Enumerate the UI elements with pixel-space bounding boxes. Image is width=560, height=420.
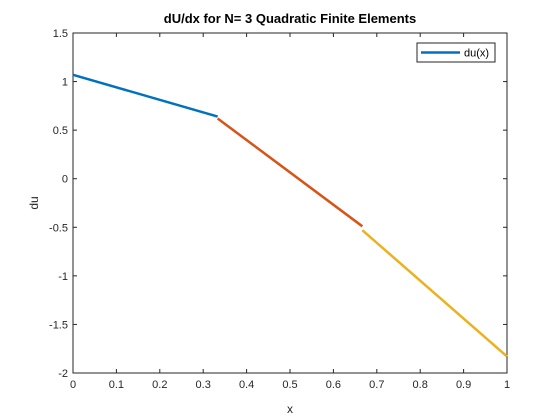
series-lines (72, 73, 508, 358)
plot-area (72, 32, 508, 374)
x-axis-label: x (287, 402, 293, 416)
x-tick-label: 0.5 (282, 379, 297, 391)
y-tick-label: -1.5 (49, 319, 68, 331)
y-tick-label: -0.5 (49, 222, 68, 234)
y-axis-label: du (27, 196, 41, 209)
x-tick-label: 0.4 (239, 379, 254, 391)
x-tick-label: 0 (70, 379, 76, 391)
y-tick-label: 1.5 (53, 28, 68, 40)
y-tick-label: -1 (58, 271, 68, 283)
series-line-2 (216, 117, 364, 228)
x-tick-label: 0.9 (456, 379, 471, 391)
x-tick-label: 0.6 (326, 379, 341, 391)
y-tick-label: 0 (62, 174, 68, 186)
series-line-3 (361, 229, 508, 358)
y-tick-label: 0.5 (53, 125, 68, 137)
y-tick-label: 1 (62, 77, 68, 89)
axis-ticks: 0 0.1 0.2 0.3 0.4 0.5 0.6 0.7 0.8 0.9 1 -2 -1.5 -1 -0.… (49, 28, 510, 391)
x-tick-label: 0.8 (413, 379, 428, 391)
y-tick-label: -2 (58, 368, 68, 380)
legend-label: du(x) (464, 48, 489, 60)
chart-title: dU/dx for N= 3 Quadratic Finite Elements (164, 11, 416, 26)
legend: du(x) (416, 42, 496, 63)
x-tick-label: 0.2 (152, 379, 167, 391)
series-line-1 (72, 73, 218, 118)
x-tick-label: 0.3 (196, 379, 211, 391)
x-tick-label: 0.1 (109, 379, 124, 391)
x-tick-label: 1 (504, 379, 510, 391)
x-tick-label: 0.7 (369, 379, 384, 391)
